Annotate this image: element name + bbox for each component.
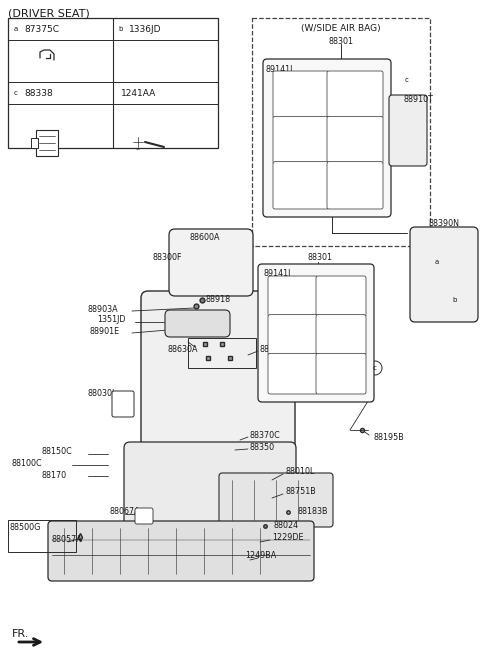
FancyBboxPatch shape xyxy=(273,162,329,209)
Text: 1241AA: 1241AA xyxy=(121,88,156,97)
Text: 1351JD: 1351JD xyxy=(97,315,125,324)
FancyBboxPatch shape xyxy=(268,276,318,317)
Text: 88301: 88301 xyxy=(328,37,353,46)
Text: 1336JD: 1336JD xyxy=(129,24,161,33)
Text: 88903A: 88903A xyxy=(88,305,119,313)
Text: 89141J: 89141J xyxy=(263,269,290,279)
Text: c: c xyxy=(373,365,377,371)
FancyBboxPatch shape xyxy=(268,353,318,394)
Text: 88010L: 88010L xyxy=(285,468,314,477)
Text: 88901E: 88901E xyxy=(89,326,119,336)
Text: 88195B: 88195B xyxy=(373,432,404,441)
Bar xyxy=(36,130,58,156)
FancyBboxPatch shape xyxy=(273,116,329,164)
Circle shape xyxy=(213,355,223,365)
Text: 88150C: 88150C xyxy=(42,447,73,456)
FancyBboxPatch shape xyxy=(48,521,314,581)
Text: (W/SIDE AIR BAG): (W/SIDE AIR BAG) xyxy=(301,24,381,33)
FancyBboxPatch shape xyxy=(327,162,383,209)
Text: 87375C: 87375C xyxy=(24,24,59,33)
FancyBboxPatch shape xyxy=(263,59,391,217)
FancyBboxPatch shape xyxy=(124,442,296,532)
FancyBboxPatch shape xyxy=(258,264,374,402)
Text: b: b xyxy=(453,297,457,303)
FancyBboxPatch shape xyxy=(316,353,366,394)
Text: 88030L: 88030L xyxy=(87,388,116,398)
Text: 88183B: 88183B xyxy=(297,508,327,517)
FancyBboxPatch shape xyxy=(141,291,295,455)
Text: 1339CC: 1339CC xyxy=(281,75,312,84)
Text: 88338: 88338 xyxy=(24,88,53,97)
FancyBboxPatch shape xyxy=(112,391,134,417)
FancyBboxPatch shape xyxy=(135,508,153,524)
FancyBboxPatch shape xyxy=(169,229,253,296)
Text: 88350: 88350 xyxy=(250,443,275,451)
FancyBboxPatch shape xyxy=(410,227,478,322)
FancyBboxPatch shape xyxy=(219,473,333,527)
FancyBboxPatch shape xyxy=(389,95,427,166)
Text: 1229DE: 1229DE xyxy=(272,534,303,543)
Bar xyxy=(8,18,218,148)
Circle shape xyxy=(131,135,145,149)
Bar xyxy=(188,338,256,368)
FancyBboxPatch shape xyxy=(316,276,366,317)
Text: 88301: 88301 xyxy=(308,254,333,262)
Text: 88024: 88024 xyxy=(273,521,298,530)
FancyBboxPatch shape xyxy=(268,315,318,355)
Text: 88370C: 88370C xyxy=(250,430,281,439)
Text: FR.: FR. xyxy=(12,629,29,639)
Text: 88918: 88918 xyxy=(205,296,230,305)
Text: 88910T: 88910T xyxy=(404,95,434,105)
Text: 88067A: 88067A xyxy=(110,506,141,515)
Text: 1249BA: 1249BA xyxy=(245,551,276,560)
Text: 88500G: 88500G xyxy=(10,523,41,532)
Text: 88630: 88630 xyxy=(260,345,285,354)
Text: a: a xyxy=(14,26,18,32)
Text: 88390N: 88390N xyxy=(429,220,459,228)
Text: 89141J: 89141J xyxy=(266,65,293,75)
Bar xyxy=(252,18,430,246)
Text: 88751B: 88751B xyxy=(285,487,316,496)
Text: 88170: 88170 xyxy=(42,470,67,479)
FancyBboxPatch shape xyxy=(165,310,230,337)
Text: (DRIVER SEAT): (DRIVER SEAT) xyxy=(8,9,90,19)
FancyBboxPatch shape xyxy=(327,71,383,118)
Text: c: c xyxy=(405,77,409,83)
Text: 88057A: 88057A xyxy=(52,536,83,545)
Ellipse shape xyxy=(313,228,327,237)
FancyBboxPatch shape xyxy=(273,71,329,118)
Text: 88300F: 88300F xyxy=(153,254,182,262)
Bar xyxy=(31,138,38,148)
FancyBboxPatch shape xyxy=(327,116,383,164)
Text: b: b xyxy=(119,26,123,32)
FancyBboxPatch shape xyxy=(316,315,366,355)
Text: 88100C: 88100C xyxy=(12,458,43,468)
Text: c: c xyxy=(14,90,18,96)
Text: 88630A: 88630A xyxy=(168,345,199,354)
Text: 88600A: 88600A xyxy=(190,233,220,241)
Text: a: a xyxy=(435,259,439,265)
Bar xyxy=(8,520,76,552)
